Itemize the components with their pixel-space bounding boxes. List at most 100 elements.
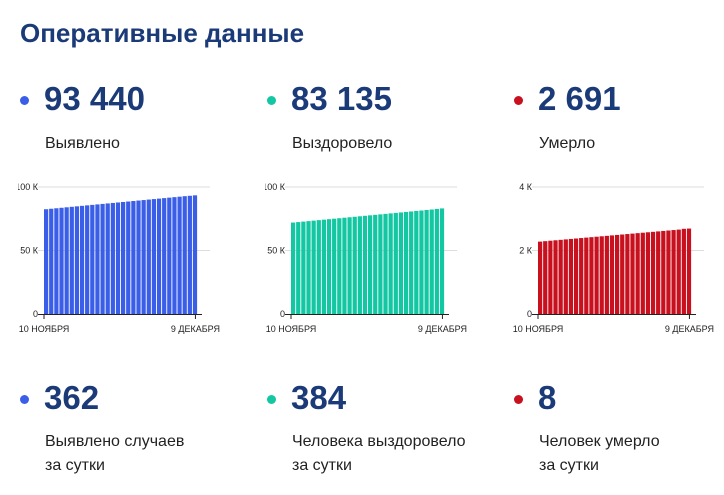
bar (383, 213, 388, 314)
bar (568, 238, 574, 314)
bar (74, 206, 80, 314)
x-tick-label-start: 10 НОЯБРЯ (513, 324, 564, 334)
bar (100, 203, 105, 314)
daily-label-line-2: за сутки (45, 457, 105, 474)
chart-deaths: 0 2 К 4 К 10 НОЯБРЯ 9 ДЕКАБРЯ (513, 182, 714, 334)
bar (151, 199, 157, 314)
bar (681, 228, 686, 314)
page-title: Оперативные данные (20, 18, 305, 48)
bar (398, 212, 404, 314)
bar (105, 203, 110, 314)
daily-label-line-1: Выявлено случаев (45, 433, 185, 450)
bar (439, 208, 445, 314)
bar (388, 213, 393, 314)
bar (599, 236, 604, 314)
daily-label: Человека выздоровело за сутки (292, 430, 465, 478)
bar (414, 210, 419, 314)
total-label: Выздоровело (292, 135, 393, 152)
bar (589, 237, 594, 314)
bar (54, 208, 59, 314)
bar (59, 207, 64, 314)
bullet-dot-icon (20, 395, 29, 404)
bar (321, 219, 327, 314)
y-tick-label: 0 (527, 309, 532, 319)
daily-label-line-1: Человек умерло (539, 433, 660, 450)
bar (162, 198, 167, 314)
bar (90, 204, 95, 314)
bar (434, 208, 439, 314)
bar (553, 240, 558, 314)
bar (620, 234, 625, 314)
bar (337, 218, 342, 314)
y-tick-label: 100 К (265, 182, 286, 192)
daily-label: Человек умерло за сутки (539, 430, 660, 478)
daily-value: 362 (44, 379, 100, 416)
bar (362, 215, 368, 314)
bar (49, 208, 54, 314)
x-tick-label-end: 9 ДЕКАБРЯ (665, 324, 714, 334)
bar (172, 197, 177, 314)
bar (373, 214, 378, 314)
bar (604, 235, 609, 314)
total-label: Выявлено (45, 135, 120, 152)
bar (409, 211, 414, 314)
bar (548, 240, 553, 314)
bullet-dot-icon (20, 96, 29, 105)
bar (403, 211, 409, 314)
bar (141, 200, 146, 314)
bar (301, 221, 306, 314)
total-label: Умерло (539, 135, 596, 152)
bar (311, 220, 316, 314)
chart-detected: 0 50 К 100 К 10 НОЯБРЯ 9 ДЕКАБРЯ (18, 182, 220, 334)
bar (558, 239, 563, 314)
bar (296, 222, 301, 314)
bar (393, 212, 398, 314)
bar (656, 231, 661, 314)
y-tick-label: 0 (280, 309, 285, 319)
bar (342, 217, 347, 314)
bar (291, 222, 296, 314)
y-tick-label: 50 К (20, 246, 39, 256)
daily-label: Выявлено случаев за сутки (45, 430, 184, 478)
bar (625, 234, 630, 314)
bar (316, 220, 321, 314)
daily-label-line-2: за сутки (292, 457, 352, 474)
bar (115, 202, 121, 314)
bar (167, 197, 172, 314)
bar (584, 237, 589, 314)
bar (676, 229, 681, 314)
bar (640, 232, 645, 314)
total-value: 93 440 (44, 80, 145, 117)
bar (352, 216, 357, 314)
bar (671, 230, 676, 314)
bar (635, 233, 640, 314)
bar (666, 230, 671, 314)
bar (110, 202, 115, 314)
bar (156, 198, 162, 314)
bar (419, 210, 424, 314)
bar (69, 206, 74, 314)
x-tick-label-start: 10 НОЯБРЯ (266, 324, 317, 334)
total-value: 2 691 (538, 80, 621, 117)
bar (615, 234, 620, 314)
bar (306, 221, 311, 314)
bar (429, 209, 434, 314)
bar (44, 209, 49, 314)
bar (650, 231, 656, 314)
bar (192, 195, 198, 314)
daily-value: 384 (291, 379, 347, 416)
daily-label-line-2: за сутки (539, 457, 599, 474)
bar (177, 196, 182, 314)
bullet-dot-icon (514, 96, 523, 105)
bar (378, 214, 383, 314)
bar (182, 196, 187, 314)
bar (126, 201, 131, 314)
x-tick-label-start: 10 НОЯБРЯ (19, 324, 70, 334)
bar (686, 228, 692, 314)
bullet-dot-icon (514, 395, 523, 404)
bar (326, 219, 332, 314)
bar (563, 239, 568, 314)
y-tick-label: 2 К (519, 246, 533, 256)
bar (95, 204, 100, 314)
bar (538, 241, 543, 314)
